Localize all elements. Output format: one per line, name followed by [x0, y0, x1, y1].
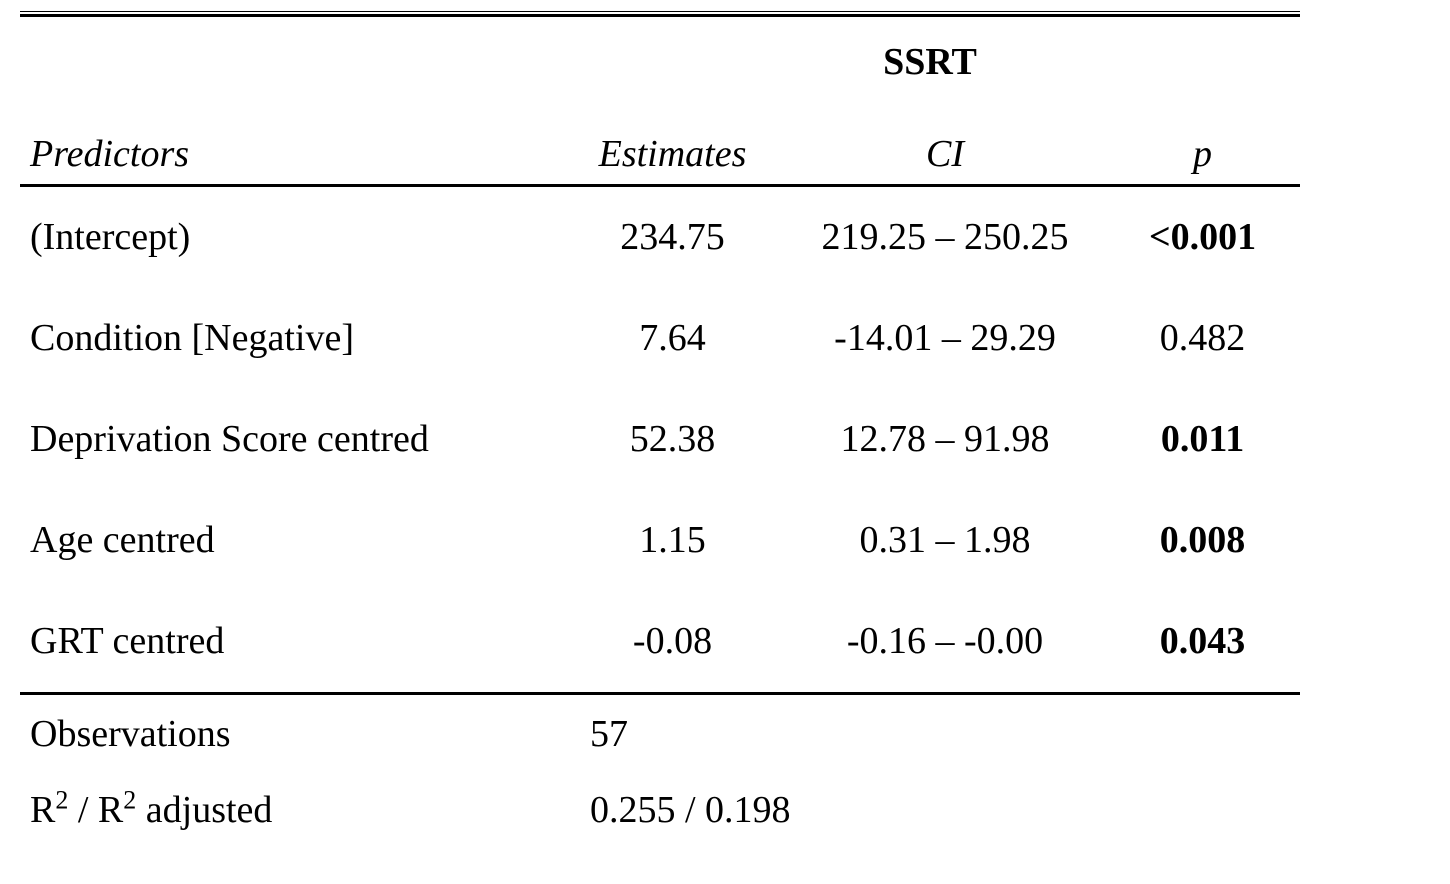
- p-value-cell: 0.008: [1159, 518, 1246, 561]
- r-squared-superscript: 2: [55, 785, 69, 815]
- top-double-rule: [20, 11, 1300, 17]
- column-header-ci: CI: [785, 109, 1105, 187]
- ci-cell: 0.31 – 1.98: [859, 518, 1031, 561]
- regression-table: SSRT Predictors Estimates CI p (Intercep…: [20, 17, 1301, 847]
- ci-cell: 12.78 – 91.98: [840, 417, 1050, 460]
- predictor-cell: Condition [Negative]: [30, 316, 354, 359]
- dependent-variable-header: SSRT: [883, 41, 977, 84]
- table-row: (Intercept) 234.75 219.25 – 250.25 <0.00…: [20, 186, 1300, 289]
- predictor-cell: Age centred: [30, 518, 215, 561]
- r-squared-value: 0.255 / 0.198: [590, 789, 791, 832]
- r-squared-label-base: R: [30, 789, 56, 832]
- p-value-cell: 0.043: [1159, 619, 1246, 662]
- r-squared-label-mid: / R: [68, 789, 124, 832]
- table-row: GRT centred -0.08 -0.16 – -0.00 0.043: [20, 591, 1300, 694]
- estimate-cell: 1.15: [639, 518, 706, 561]
- predictor-cell: (Intercept): [30, 215, 191, 258]
- column-header-row: Predictors Estimates CI p: [20, 109, 1301, 187]
- observations-label: Observations: [20, 692, 560, 775]
- ci-cell: 219.25 – 250.25: [821, 215, 1069, 258]
- table-row: Age centred 1.15 0.31 – 1.98 0.008: [20, 490, 1300, 591]
- p-value-cell: 0.011: [1160, 417, 1245, 460]
- ci-cell: -0.16 – -0.00: [846, 619, 1044, 662]
- column-header-p: p: [1105, 109, 1301, 187]
- r-squared-label-suffix: adjusted: [136, 789, 273, 832]
- observations-value: 57: [560, 692, 1301, 775]
- ci-cell: -14.01 – 29.29: [834, 316, 1056, 359]
- column-header-predictors: Predictors: [20, 109, 560, 187]
- estimate-cell: 234.75: [620, 215, 725, 258]
- estimate-cell: -0.08: [632, 619, 713, 662]
- r-squared-superscript: 2: [123, 785, 137, 815]
- column-header-estimates: Estimates: [560, 109, 785, 187]
- p-value-cell: <0.001: [1148, 215, 1257, 258]
- dependent-variable-header-row: SSRT: [20, 17, 1300, 109]
- r-squared-label: R2 / R2 adjusted: [20, 775, 560, 847]
- predictor-cell: GRT centred: [30, 619, 225, 662]
- estimate-cell: 52.38: [629, 417, 716, 460]
- page: { "colors": { "text": "#000000", "backgr…: [0, 11, 1450, 884]
- observations-row: Observations 57: [20, 692, 1301, 775]
- estimate-cell: 7.64: [639, 316, 706, 359]
- dv-header-spacer: [20, 17, 560, 109]
- table-row: Condition [Negative] 7.64 -14.01 – 29.29…: [20, 288, 1300, 389]
- table-row: Deprivation Score centred 52.38 12.78 – …: [20, 389, 1300, 490]
- predictor-cell: Deprivation Score centred: [30, 417, 429, 460]
- regression-table-container: SSRT Predictors Estimates CI p (Intercep…: [20, 11, 1301, 847]
- p-value-cell: 0.482: [1159, 316, 1246, 359]
- r-squared-row: R2 / R2 adjusted 0.255 / 0.198: [20, 775, 1300, 847]
